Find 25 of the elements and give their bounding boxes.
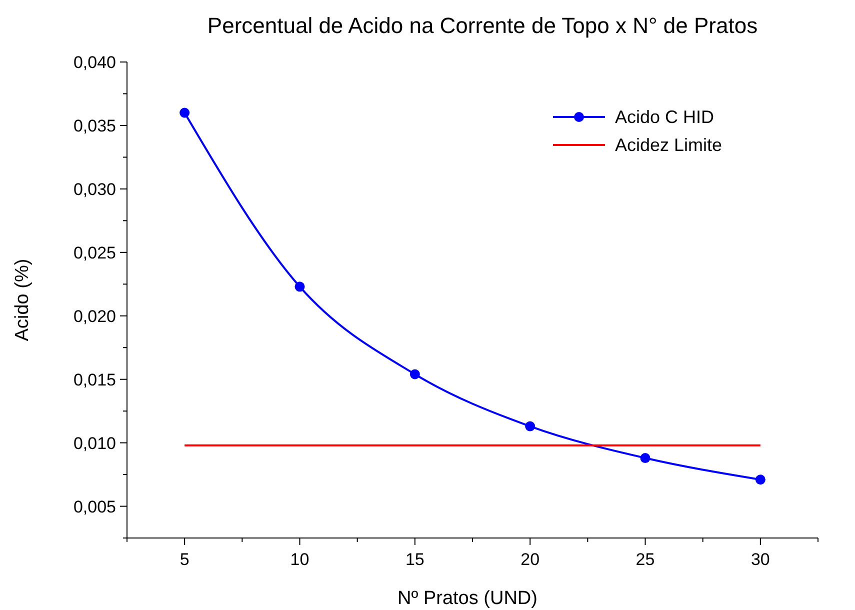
y-tick-label: 0,030 — [73, 180, 116, 199]
x-tick-label: 20 — [520, 550, 540, 569]
y-tick-label: 0,025 — [73, 243, 116, 262]
x-tick-label: 5 — [180, 550, 190, 569]
point — [294, 282, 305, 292]
point — [525, 421, 536, 432]
legend-label: Acidez Limite — [615, 135, 722, 155]
y-tick-label: 0,020 — [73, 306, 116, 326]
y-axis-title: Acido (%) — [12, 258, 33, 342]
point — [180, 108, 190, 118]
point — [640, 453, 650, 464]
y-tick-label: 0,005 — [73, 497, 116, 516]
x-tick-label: 30 — [750, 550, 770, 569]
chart-title: Percentual de Acido na Corrente de Topo x N° de Pratos — [207, 13, 758, 38]
point — [410, 369, 420, 380]
x-tick-label: 15 — [405, 550, 424, 569]
x-tick-label: 10 — [290, 550, 310, 569]
y-tick-label: 0,040 — [73, 53, 116, 72]
x-axis-title: Nº Pratos (UND) — [398, 588, 538, 609]
y-tick-label: 0,015 — [73, 370, 116, 390]
point — [755, 474, 766, 485]
legend-label: Acido C HID — [615, 107, 714, 127]
y-tick-label: 0,010 — [73, 434, 116, 453]
x-tick-label: 25 — [636, 550, 655, 569]
y-tick-label: 0,035 — [73, 116, 116, 136]
